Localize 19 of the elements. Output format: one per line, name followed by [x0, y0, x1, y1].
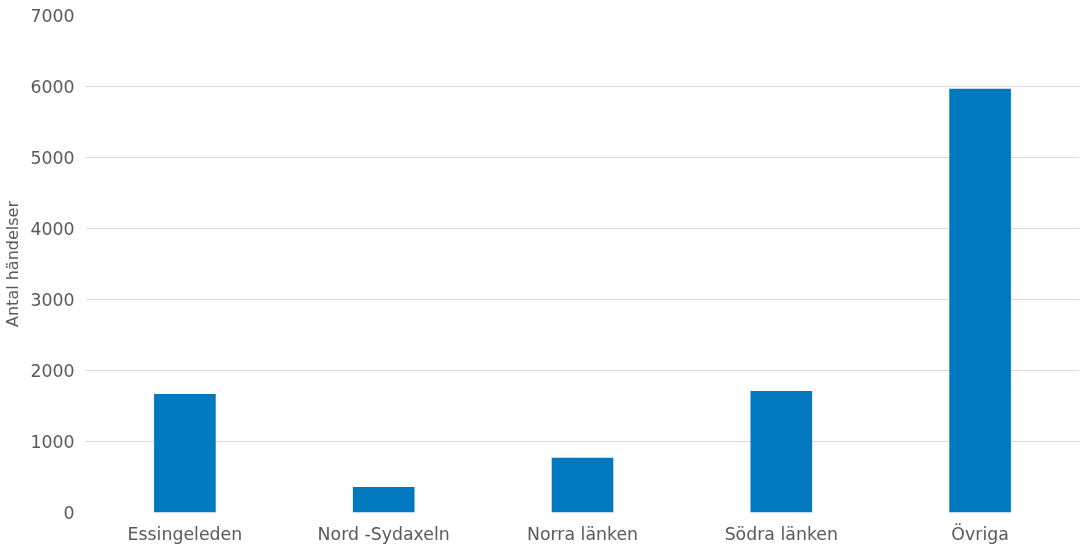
y-tick-label: 2000	[30, 361, 75, 381]
bar	[154, 393, 216, 513]
y-tick-label: 3000	[30, 290, 75, 310]
y-tick-label: 7000	[30, 6, 75, 26]
bar	[352, 486, 415, 513]
y-axis-title: Antal händelser	[3, 200, 23, 327]
x-tick-label: Norra länken	[526, 523, 639, 544]
x-tick-label: Essingeleden	[127, 523, 243, 544]
y-tick-label: 4000	[30, 219, 75, 239]
y-tick-label: 0	[63, 503, 75, 523]
x-tick-label: Södra länken	[724, 523, 838, 544]
y-tick-label: 6000	[30, 77, 75, 97]
y-tick-label: 5000	[30, 148, 75, 168]
x-tick-label: Nord -Sydaxeln	[317, 523, 450, 544]
bar	[949, 88, 1011, 513]
bar	[551, 457, 614, 513]
y-tick-label: 1000	[30, 432, 75, 452]
x-tick-label: Övriga	[951, 522, 1009, 544]
bar	[750, 391, 813, 513]
